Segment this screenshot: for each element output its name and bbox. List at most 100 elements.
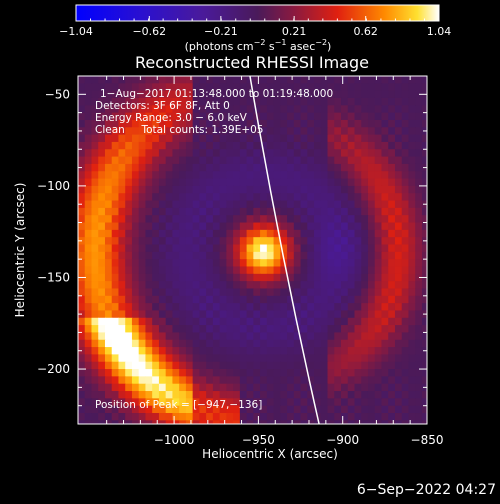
heatmap-cell [192, 259, 200, 268]
heatmap-cell [98, 193, 106, 202]
colorbar-tick-label: 0.21 [282, 25, 307, 38]
heatmap-cell [111, 76, 120, 84]
heatmap-cell [212, 127, 221, 136]
heatmap-cell [381, 325, 389, 334]
heatmap-cell [327, 383, 335, 392]
heatmap-cell [401, 97, 410, 106]
heatmap-cell [361, 413, 369, 421]
heatmap-cell [179, 281, 187, 290]
heatmap-cell [212, 420, 221, 424]
heatmap-cell [394, 347, 403, 355]
heatmap-cell [314, 97, 322, 106]
heatmap-cell [266, 156, 275, 165]
heatmap-cell [152, 259, 160, 268]
axis-ticks: −1000 −950 −900 −850−50−100−150−200 [37, 75, 443, 447]
colorbar-ticks: −1.04 −0.62 −0.21 0.21 0.62 1.04 [59, 16, 451, 38]
heatmap-cell [199, 259, 207, 268]
heatmap-cell [111, 207, 120, 216]
heatmap-cell [185, 339, 194, 348]
heatmap-cell [415, 229, 423, 238]
heatmap-cell [212, 288, 221, 297]
heatmap-cell [314, 310, 322, 319]
heatmap-cell [280, 273, 288, 282]
heatmap-cell [233, 325, 241, 334]
heatmap-cell [158, 156, 167, 165]
heatmap-cell [206, 376, 214, 385]
heatmap-cell [158, 215, 167, 224]
heatmap-cell [233, 369, 241, 377]
heatmap-cell [367, 163, 376, 172]
heatmap-cell [165, 171, 174, 180]
heatmap-cell [314, 339, 322, 348]
heatmap-cell [239, 185, 248, 194]
heatmap-cell [354, 112, 362, 121]
heatmap-cell [280, 83, 288, 92]
heatmap-cell [131, 171, 140, 180]
heatmap-cell [219, 112, 227, 121]
heatmap-cell [394, 310, 403, 319]
heatmap-cell [158, 398, 167, 407]
heatmap-cell [172, 369, 180, 377]
heatmap-cell [401, 229, 410, 238]
heatmap-cell [206, 332, 214, 341]
heatmap-cell [401, 76, 410, 84]
heatmap-cell [354, 376, 362, 385]
heatmap-cell [125, 229, 133, 238]
heatmap-cell [341, 185, 349, 194]
heatmap-cell [212, 376, 221, 385]
heatmap-cell [179, 76, 187, 84]
heatmap-cell [300, 163, 308, 172]
heatmap-cell [415, 347, 423, 355]
heatmap-cell [138, 119, 147, 128]
heatmap-cell [226, 317, 234, 326]
heatmap-cell [341, 244, 349, 253]
heatmap-cell [152, 215, 160, 224]
heatmap-cell [381, 303, 389, 312]
heatmap-cell [78, 178, 86, 187]
heatmap-cell [307, 229, 315, 238]
heatmap-cell [152, 90, 160, 99]
heatmap-cell [327, 215, 335, 224]
heatmap-cell [334, 178, 342, 187]
heatmap-cell [226, 354, 234, 363]
heatmap-cell [131, 156, 140, 165]
heatmap-cell [388, 90, 396, 99]
heatmap-cell [138, 207, 147, 216]
heatmap-cell [273, 83, 281, 92]
heatmap-cell [172, 266, 180, 275]
heatmap-cell [394, 354, 403, 363]
heatmap-cell [185, 376, 194, 385]
heatmap-cell [118, 105, 126, 114]
heatmap-cell [260, 369, 268, 377]
heatmap-cell [185, 178, 194, 187]
heatmap-cell [152, 295, 160, 304]
heatmap-cell [421, 259, 427, 268]
heatmap-cell [273, 127, 281, 136]
heatmap-cell [381, 207, 389, 216]
heatmap-cell [125, 90, 133, 99]
heatmap-cell [199, 310, 207, 319]
heatmap-cell [172, 83, 180, 92]
heatmap-cell [280, 361, 288, 370]
heatmap-cell [273, 332, 281, 341]
heatmap-cell [199, 222, 207, 231]
heatmap-cell [273, 178, 281, 187]
heatmap-cell [361, 295, 369, 304]
heatmap-cell [131, 200, 140, 209]
heatmap-cell [84, 332, 93, 341]
heatmap-cell [104, 405, 113, 414]
heatmap-cell [314, 119, 322, 128]
heatmap-cell [253, 200, 261, 209]
heatmap-cell [192, 413, 200, 421]
heatmap-cell [361, 273, 369, 282]
heatmap-cell [239, 398, 248, 407]
heatmap-cell [158, 163, 167, 172]
heatmap-cell [253, 171, 261, 180]
heatmap-cell [185, 237, 194, 246]
heatmap-cell [233, 156, 241, 165]
heatmap-cell [172, 200, 180, 209]
heatmap-cell [307, 244, 315, 253]
heatmap-cell [320, 339, 329, 348]
heatmap-cell [394, 134, 403, 143]
heatmap-cell [401, 83, 410, 92]
